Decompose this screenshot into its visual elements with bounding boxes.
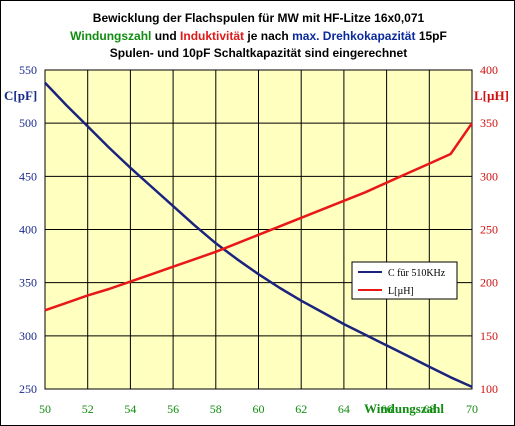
x-tick-label: 50 (39, 402, 51, 416)
x-tick-label: 68 (423, 402, 435, 416)
title-15pf: 15pF (415, 29, 447, 43)
y-right-tick-label: 150 (480, 329, 498, 343)
legend-label-capacity: C für 510KHz (388, 268, 446, 279)
title-je-nach: je nach (244, 29, 293, 43)
title-induktivitaet: Induktivität (180, 29, 245, 43)
x-tick-label: 60 (253, 402, 265, 416)
x-tick-label: 62 (295, 402, 307, 416)
x-tick-label: 70 (466, 402, 478, 416)
y-axis-left-label: C[pF] (4, 88, 37, 103)
y-left-tick-label: 500 (19, 116, 37, 130)
x-tick-label: 54 (124, 402, 136, 416)
y-right-tick-label: 300 (480, 169, 498, 183)
series-lines (44, 81, 474, 389)
x-axis-ticks: 50 52 54 56 58 60 62 64 66 68 70 (39, 402, 478, 416)
legend: C für 510KHz L[µH] (351, 261, 458, 300)
x-tick-label: 52 (82, 402, 94, 416)
x-tick-label: 64 (338, 402, 350, 416)
y-right-tick-label: 200 (480, 276, 498, 290)
y-left-tick-label: 450 (19, 169, 37, 183)
y-right-tick-label: 250 (480, 223, 498, 237)
y-left-tick-label: 300 (19, 329, 37, 343)
x-tick-label: 58 (210, 402, 222, 416)
x-axis-label: Windungszahl (364, 401, 444, 416)
x-tick-label: 56 (167, 402, 179, 416)
chart-title-line3: Spulen- und 10pF Schaltkapazität sind ei… (109, 46, 408, 60)
series-inductance-line (44, 122, 474, 312)
title-windungszahl: Windungszahl (70, 29, 152, 43)
y-right-tick-label: 100 (480, 382, 498, 396)
chart-title-line1: Bewicklung der Flachspulen für MW mit HF… (92, 11, 425, 25)
legend-label-inductance: L[µH] (388, 286, 414, 297)
legend-box (351, 261, 458, 300)
left-axis-ticks: 250 300 350 400 450 500 550 (19, 63, 37, 396)
x-tick-label: 66 (381, 402, 393, 416)
y-left-tick-label: 550 (19, 63, 37, 77)
y-left-tick-label: 250 (19, 382, 37, 396)
title-und: und (151, 29, 181, 43)
y-left-tick-label: 350 (19, 276, 37, 290)
y-right-tick-label: 400 (480, 63, 498, 77)
y-left-tick-label: 400 (19, 223, 37, 237)
series-capacity-line (44, 81, 473, 389)
y-axis-right-label: L[µH] (474, 88, 509, 103)
y-right-tick-label: 350 (480, 116, 498, 130)
right-axis-ticks: 100 150 200 250 300 350 400 (480, 63, 498, 396)
chart-title-line2: Windungszahl und Induktivität je nach ma… (1, 29, 515, 43)
title-drehkokapazitaet: max. Drehkokapazität (292, 29, 416, 43)
